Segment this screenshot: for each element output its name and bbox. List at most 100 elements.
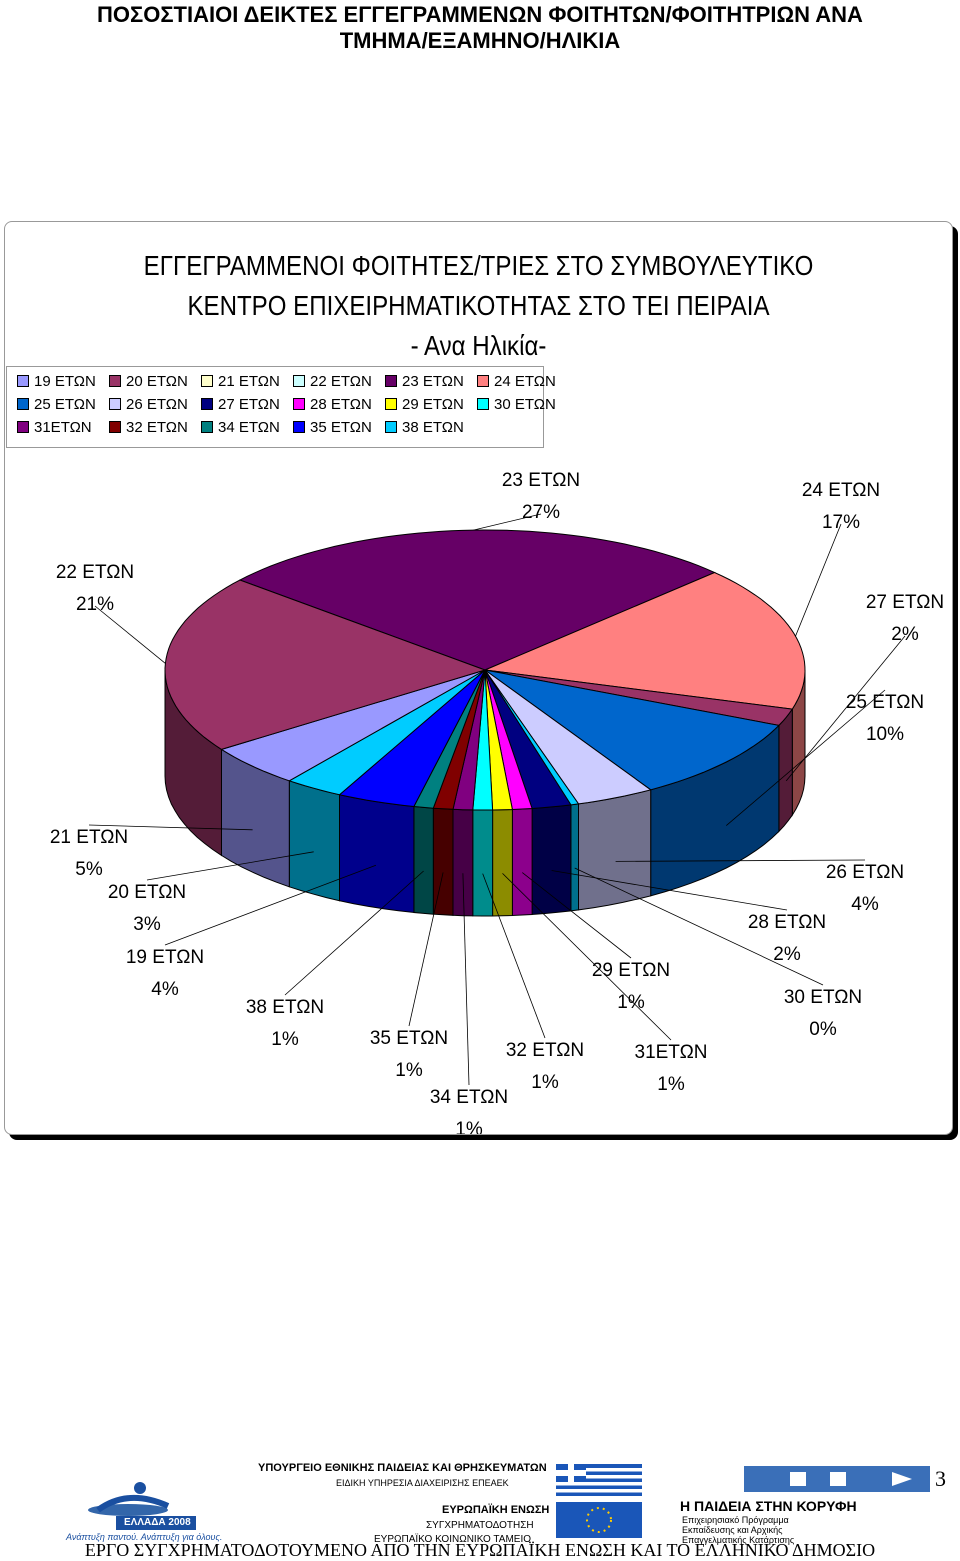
pie-slice xyxy=(484,669,652,805)
chart-title-line1: ΕΓΓΕΓΡΑΜΜΕΝΟΙ ΦΟΙΤΗΤΕΣ/ΤΡΙΕΣ ΣΤΟ ΣΥΜΒΟΥΛ… xyxy=(143,250,814,281)
program-line1: Η ΠΑΙΔΕΙΑ ΣΤΗΝ ΚΟΡΥΦΗ xyxy=(680,1498,857,1514)
legend-label: 26 ΕΤΩΝ xyxy=(126,395,188,413)
slice-label: 27 ΕΤΩΝ xyxy=(866,592,944,613)
pie-slice-side xyxy=(339,794,415,914)
legend-label: 19 ΕΤΩΝ xyxy=(34,372,96,390)
legend-label: 28 ΕΤΩΝ xyxy=(310,395,372,413)
legend-swatch xyxy=(109,421,121,433)
leader-line xyxy=(462,873,470,1086)
legend-label: 22 ΕΤΩΝ xyxy=(310,372,372,390)
page-title-line2: ΤΜΗΜΑ/ΕΞΑΜΗΝΟ/ΗΛΙΚΙΑ xyxy=(339,28,621,53)
slice-percent: 1% xyxy=(531,1072,559,1093)
slice-label: 30 ΕΤΩΝ xyxy=(784,987,862,1008)
slice-label: 22 ΕΤΩΝ xyxy=(56,562,134,583)
leader-line xyxy=(473,513,542,531)
legend-swatch xyxy=(17,375,29,387)
legend-label: 31ΕΤΩΝ xyxy=(34,418,92,436)
legend-swatch xyxy=(201,421,213,433)
page-title-line1: ΠΟΣΟΣΤΙΑΙΟΙ ΔΕΙΚΤΕΣ ΕΓΓΕΓΡΑΜΜΕΝΩΝ ΦΟΙΤΗΤ… xyxy=(97,2,863,27)
slice-percent: 4% xyxy=(851,894,879,915)
legend-item: 31ΕΤΩΝ xyxy=(17,418,92,436)
program-line4: Επαγγελματικής Κατάρτισης xyxy=(682,1535,795,1545)
legend-item: 26 ΕΤΩΝ xyxy=(109,395,188,413)
legend-swatch xyxy=(385,375,397,387)
pie-slice xyxy=(484,669,780,791)
pie-chart: 23 ΕΤΩΝ 27% 24 ΕΤΩΝ 17% 27 ΕΤΩΝ 2% 25 ΕΤΩΝ 10% 2… xyxy=(50,470,944,1134)
slice-percent: 1% xyxy=(455,1119,483,1134)
legend-label: 34 ΕΤΩΝ xyxy=(218,418,280,436)
ministry-line2: ΕΙΔΙΚΗ ΥΠΗΡΕΣΙΑ ΔΙΑΧΕΙΡΙΣΗΣ ΕΠΕΑΕΚ xyxy=(336,1478,509,1488)
leader-line xyxy=(551,870,788,911)
slice-label: 32 ΕΤΩΝ xyxy=(506,1040,584,1061)
program-logo: Η ΠΑΙΔΕΙΑ ΣΤΗΝ ΚΟΡΥΦΗ Επιχειρησιακό Πρόγ… xyxy=(680,1462,930,1545)
leader-line xyxy=(785,635,906,782)
legend-swatch xyxy=(109,375,121,387)
legend-label: 23 ΕΤΩΝ xyxy=(402,372,464,390)
legend-label: 25 ΕΤΩΝ xyxy=(34,395,96,413)
legend-swatch xyxy=(477,375,489,387)
slice-percent: 1% xyxy=(395,1060,423,1081)
slice-label: 35 ΕΤΩΝ xyxy=(370,1028,448,1049)
legend-swatch xyxy=(293,421,305,433)
legend-label: 38 ΕΤΩΝ xyxy=(402,418,464,436)
eu-flag-icon xyxy=(556,1502,642,1538)
pie-slice xyxy=(220,669,486,782)
legend-item: 32 ΕΤΩΝ xyxy=(109,418,188,436)
ministry-logo: ΥΠΟΥΡΓΕΙΟ ΕΘΝΙΚΗΣ ΠΑΙΔΕΙΑΣ ΚΑΙ ΘΡΗΣΚΕΥΜΑ… xyxy=(258,1462,558,1545)
leader-line xyxy=(408,872,444,1027)
leader-line xyxy=(88,824,253,831)
leader-line xyxy=(574,867,824,986)
legend-item: 19 ΕΤΩΝ xyxy=(17,372,96,390)
legend-item: 38 ΕΤΩΝ xyxy=(385,418,464,436)
legend-swatch xyxy=(201,375,213,387)
chart-title: ΕΓΓΕΓΡΑΜΜΕΝΟΙ ΦΟΙΤΗΤΕΣ/ΤΡΙΕΣ ΣΤΟ ΣΥΜΒΟΥΛ… xyxy=(71,246,885,366)
leader-line xyxy=(482,873,546,1039)
legend-label: 20 ΕΤΩΝ xyxy=(126,372,188,390)
pie-slice-side xyxy=(472,809,494,917)
greece-2008-logo: ΕΛΛΑΔΑ 2008 Ανάπτυξη παντού. Ανάπτυξη γι… xyxy=(58,1480,228,1542)
slice-label: 21 ΕΤΩΝ xyxy=(50,827,128,848)
legend-label: 35 ΕΤΩΝ xyxy=(310,418,372,436)
slice-label: 26 ΕΤΩΝ xyxy=(826,862,904,883)
eu-line1: ΕΥΡΩΠΑΪΚΗ ΕΝΩΣΗ xyxy=(442,1504,550,1516)
leader-line xyxy=(522,872,632,959)
greece-2008-slogan: Ανάπτυξη παντού. Ανάπτυξη για όλους. xyxy=(66,1532,223,1542)
slice-percent: 2% xyxy=(773,944,801,965)
leader-line xyxy=(502,873,672,1041)
legend-item: 21 ΕΤΩΝ xyxy=(201,372,280,390)
legend-item: 35 ΕΤΩΝ xyxy=(293,418,372,436)
legend-swatch xyxy=(17,421,29,433)
chart-legend: 19 ΕΤΩΝ 20 ΕΤΩΝ 21 ΕΤΩΝ 22 ΕΤΩΝ 23 ΕΤΩΝ 24 ΕΤ… xyxy=(6,366,556,448)
slice-label: 38 ΕΤΩΝ xyxy=(246,997,324,1018)
ministry-line1: ΥΠΟΥΡΓΕΙΟ ΕΘΝΙΚΗΣ ΠΑΙΔΕΙΑΣ ΚΑΙ ΘΡΗΣΚΕΥΜΑ… xyxy=(258,1462,547,1474)
pie-slice-side xyxy=(778,707,793,833)
pie-slice-side xyxy=(570,803,579,912)
pie-slice-side xyxy=(492,808,513,917)
legend-label: 29 ΕΤΩΝ xyxy=(402,395,464,413)
pie-slice-side xyxy=(531,804,572,916)
legend-label: 21 ΕΤΩΝ xyxy=(218,372,280,390)
slice-label: 19 ΕΤΩΝ xyxy=(126,947,204,968)
page-title: ΠΟΣΟΣΤΙΑΙΟΙ ΔΕΙΚΤΕΣ ΕΓΓΕΓΡΑΜΜΕΝΩΝ ΦΟΙΤΗΤ… xyxy=(0,2,960,54)
leader-line xyxy=(615,859,866,862)
slice-percent: 4% xyxy=(151,979,179,1000)
pie-slice xyxy=(288,669,486,796)
eu-line3: ΕΥΡΩΠΑΪΚΟ ΚΟΙΝΩΝΙΚΟ ΤΑΜΕΙΟ xyxy=(374,1534,532,1545)
leader-line xyxy=(146,851,314,881)
leader-line xyxy=(164,864,377,946)
legend-swatch xyxy=(385,421,397,433)
legend-swatch xyxy=(109,398,121,410)
slice-label: 24 ΕΤΩΝ xyxy=(802,480,880,501)
slice-percent: 3% xyxy=(133,914,161,935)
legend-swatch xyxy=(17,398,29,410)
pie-slice xyxy=(338,669,486,808)
slice-label: 23 ΕΤΩΝ xyxy=(502,470,580,491)
leader-line xyxy=(284,870,424,996)
legend-item: 23 ΕΤΩΝ xyxy=(385,372,464,390)
slice-label: 28 ΕΤΩΝ xyxy=(748,912,826,933)
leader-line xyxy=(795,523,842,637)
page-number: 3 xyxy=(935,1466,946,1491)
legend-swatch xyxy=(293,398,305,410)
legend-swatch xyxy=(201,398,213,410)
slice-percent: 1% xyxy=(271,1029,299,1050)
